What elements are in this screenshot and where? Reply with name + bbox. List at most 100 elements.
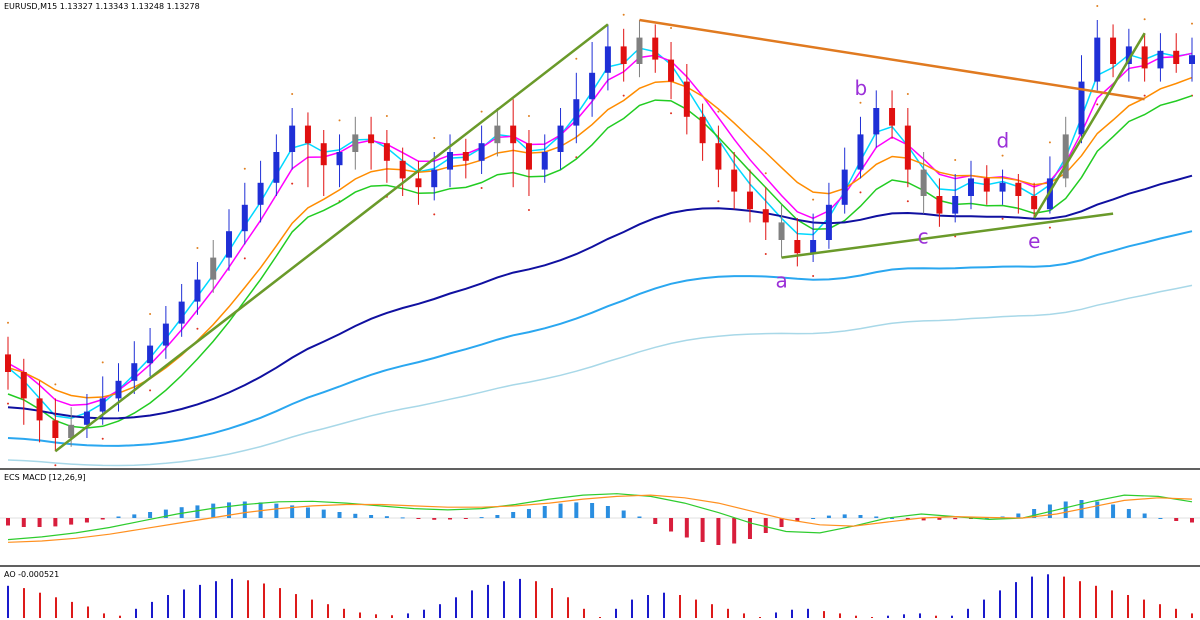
ao-bar [999,590,1001,618]
macd-bar [542,506,547,518]
candle-body [1141,46,1148,69]
ema-orange [7,76,1193,399]
ao-bar [903,614,905,618]
candle-body [746,191,753,210]
candle-body [257,182,264,205]
ao-bar [871,617,873,618]
candle-body [683,81,690,117]
macd-bar [605,506,610,518]
ao-bar [599,617,601,618]
dot-upper [812,198,815,201]
ao-bar [935,615,937,618]
moving-averages [7,47,1193,467]
macd-bar [953,518,958,520]
macd-signal-lines [7,493,1193,543]
macd-bar [21,518,26,527]
dot-upper [859,101,862,104]
macd-bar [321,509,326,518]
candle-body [68,424,75,438]
ao-bar [183,589,185,618]
ao-bar [1191,613,1193,618]
candle-body [778,222,785,240]
ao-bar [455,597,457,618]
ao-bar [967,608,969,618]
ao-bar [695,599,697,618]
candle-body [352,134,359,152]
candle-body [920,169,927,196]
trendlines [54,18,1146,453]
macd-bar [1142,513,1147,518]
macd-bar [574,502,579,518]
ema-navy [7,174,1193,420]
candle-body [668,59,675,82]
dot-lower [527,209,530,211]
macd-bar [274,503,279,518]
candle-body [573,99,580,126]
macd-bar [1126,509,1131,518]
ao-bar [375,614,377,618]
candle-body [336,152,343,166]
ao-bar [1015,582,1017,618]
candle-body [36,398,43,421]
candle-body [99,398,106,412]
macd-bar [69,518,74,525]
macd-bar [37,518,42,527]
macd-bar [495,515,500,518]
dot-upper [196,247,199,249]
ao-bar [887,615,889,618]
candle-body [967,178,974,196]
candle-body [652,37,659,60]
macd-bar [621,510,626,518]
macd-bar [416,518,421,519]
dot-upper [243,167,246,170]
macd-bar [700,518,705,542]
ao-bar [1127,595,1129,618]
macd-bar [921,518,926,521]
dot-lower [859,191,862,194]
ao-bar [775,612,777,618]
ao-bar [1031,576,1033,618]
candle-body [636,37,643,64]
candle-body [889,108,896,126]
ao-bar [295,594,297,618]
candle-body [289,125,296,152]
macd-bar [984,518,989,519]
candle-body [52,420,59,438]
ao-bar [839,613,841,618]
ao-bar [39,592,41,618]
macd-bar [384,516,389,518]
macd-bar [874,516,879,518]
ao-bar [823,611,825,618]
candle-body [494,125,501,144]
macd-bar [53,518,58,527]
candle-body [241,204,248,232]
candles [5,20,1195,452]
dot-lower [622,94,625,97]
ao-bar [583,608,585,618]
candle-body [541,152,548,170]
candle-body [273,152,280,183]
symbol-header: EURUSD,M15 1.13327 1.13343 1.13248 1.132… [4,2,200,11]
ao-bar [247,580,249,618]
ao-bar [743,613,745,618]
ao-bar [919,613,921,618]
macd-bar [653,518,658,524]
dot-upper [1048,141,1051,144]
macd-bar [826,515,831,518]
ao-histogram [7,574,1193,618]
dot-lower [149,389,152,392]
dot-upper [764,172,767,175]
candle-body [368,134,375,144]
candle-body [1189,55,1195,64]
dot-upper [54,383,57,386]
ema-cyan [7,47,1193,419]
macd-bar [511,512,516,518]
candle-body [5,354,11,372]
macd-bar [195,505,200,518]
macd-bar [353,513,358,518]
candle-body [194,279,201,302]
ao-bar [439,604,441,618]
candle-body [1031,196,1038,210]
macd-bar [1111,504,1116,518]
candle-body [936,196,943,214]
